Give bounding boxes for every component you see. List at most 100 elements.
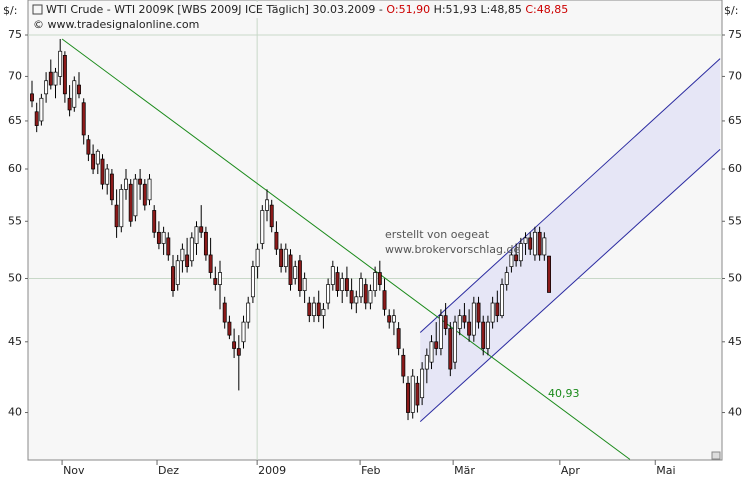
y-tick-label: 40	[8, 406, 22, 419]
candle-body	[100, 158, 105, 185]
header-icon	[32, 4, 43, 15]
candle-body	[203, 231, 208, 256]
candle-body	[255, 248, 260, 267]
y-tick-label-right: 70	[728, 69, 742, 82]
candle-body	[208, 254, 213, 273]
x-tick-label: Dez	[158, 464, 179, 477]
candle-body	[514, 254, 519, 262]
candle-body	[213, 278, 218, 285]
channel-line	[419, 148, 721, 422]
candle-body	[175, 260, 180, 285]
y-tick-label-right: 60	[728, 162, 742, 175]
candle-body	[293, 266, 298, 279]
candle-body	[194, 226, 199, 244]
corner-icon	[711, 451, 721, 460]
candle-body	[77, 84, 81, 95]
candle-body	[119, 189, 124, 228]
candle-body	[335, 272, 340, 291]
header-instrument: WTI Crude - WTI 2009K [WBS 2009J ICE Täg…	[46, 3, 386, 16]
candle-body	[109, 173, 114, 201]
candle-body	[81, 102, 86, 136]
candle-body	[490, 302, 495, 323]
candle-body	[297, 260, 302, 291]
candle-body	[95, 150, 100, 165]
candle-body	[424, 354, 429, 370]
candle-body	[44, 80, 49, 95]
candle-body	[236, 348, 241, 356]
candle-body	[53, 71, 58, 86]
candle-body	[166, 237, 171, 256]
candle-body	[34, 111, 39, 126]
candle-body	[359, 278, 363, 298]
unit-left: $/:	[3, 4, 17, 17]
candle-body	[410, 375, 415, 413]
candle-body	[429, 341, 434, 363]
candle-body	[326, 284, 331, 304]
candle-body	[91, 153, 96, 170]
y-tick-label-right: 50	[728, 272, 742, 285]
candle-body	[354, 296, 359, 304]
candle-body	[500, 284, 504, 317]
y-tick-label: 55	[8, 214, 22, 227]
header-bg	[30, 2, 720, 18]
candle-body	[241, 321, 246, 343]
candle-body	[401, 354, 406, 377]
header: WTI Crude - WTI 2009K [WBS 2009J ICE Täg…	[46, 3, 568, 16]
candle-body	[250, 266, 255, 298]
candle-body	[283, 248, 288, 267]
y-tick-label-right: 55	[728, 214, 742, 227]
candle-body	[265, 199, 269, 211]
candle-body	[471, 302, 476, 336]
candle-body	[105, 168, 110, 185]
candle-body	[509, 254, 514, 267]
candle-body	[30, 93, 34, 102]
candle-body	[542, 237, 547, 256]
candle-body	[142, 183, 147, 206]
candle-body	[373, 272, 378, 291]
candle-body	[62, 55, 67, 95]
candle-body	[246, 302, 251, 323]
candle-body	[269, 204, 274, 228]
candle-body	[312, 302, 316, 317]
candle-body	[368, 290, 373, 304]
candle-body	[274, 231, 279, 250]
candle-body	[457, 315, 462, 329]
candle-body	[340, 278, 345, 291]
candle-body	[481, 321, 486, 349]
candle-body	[180, 248, 185, 262]
unit-right: $/:	[724, 4, 738, 17]
candle-body	[232, 341, 237, 349]
y-tick-label: 75	[8, 28, 22, 41]
candle-body	[321, 308, 326, 317]
candle-body	[58, 50, 63, 77]
y-tick-label: 60	[8, 162, 22, 175]
candle-body	[495, 302, 500, 317]
candle-body	[349, 290, 354, 304]
candle-body	[156, 231, 161, 244]
candle-body	[396, 328, 401, 349]
candle-body	[523, 237, 528, 244]
candle-body	[448, 328, 453, 370]
candle-body	[434, 341, 439, 349]
candle-body	[171, 266, 175, 291]
candle-body	[86, 139, 91, 155]
candle-body	[161, 231, 166, 244]
candle-body	[133, 178, 138, 217]
candle-body	[467, 321, 472, 336]
y-tick-label-right: 40	[728, 406, 742, 419]
candle-body	[387, 315, 392, 323]
y-tick-label-right: 75	[728, 28, 742, 41]
candle-body	[547, 255, 551, 293]
candle-body	[307, 302, 312, 317]
candle-body	[528, 237, 533, 250]
candle-body	[222, 302, 227, 323]
x-tick-label: Mär	[454, 464, 475, 477]
candle-body	[462, 315, 467, 323]
candle-body	[67, 97, 72, 111]
candle-body	[476, 302, 481, 323]
candle-body	[504, 272, 509, 285]
x-tick-label: 2009	[258, 464, 286, 477]
x-tick-label: Apr	[561, 464, 581, 477]
candle-body	[415, 382, 420, 406]
